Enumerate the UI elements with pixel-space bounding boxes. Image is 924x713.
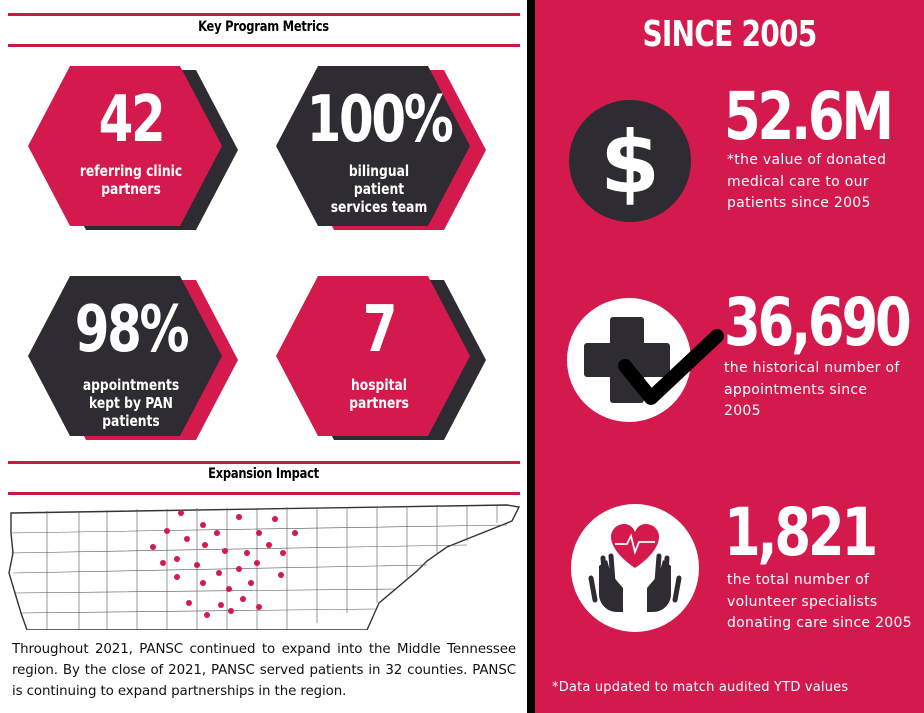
stat-value-appointments: 36,690	[724, 284, 912, 361]
metric-label: appointments kept by PAN patients	[82, 376, 180, 430]
metric-hexagon-bilingual-team: 100% bilingual patient services team	[274, 66, 504, 236]
stat-description-volunteers: the total number of volunteer specialist…	[727, 572, 912, 631]
expansion-rule-top	[8, 461, 520, 464]
key-metrics-panel: Key Program Metrics 42 referring clinic …	[8, 13, 521, 699]
title-rule-top	[8, 13, 520, 16]
stat-value-volunteers: 1,821	[724, 494, 878, 571]
stat-description-appointments: the historical number of appointments si…	[724, 360, 900, 419]
stat-value-donated-care: 52.6M	[724, 78, 894, 155]
metric-hexagon-hospital-partners: 7 hospital partners	[274, 276, 504, 446]
dollar-icon: $	[569, 100, 691, 222]
metric-hexagon-appointments-kept: 98% appointments kept by PAN patients	[26, 276, 256, 446]
metric-label: bilingual patient services team	[330, 162, 428, 216]
heart-hands-icon	[571, 504, 699, 632]
metric-label: referring clinic partners	[79, 162, 183, 198]
expansion-title: Expansion Impact	[208, 466, 319, 482]
metric-number: 100%	[306, 83, 454, 157]
medical-cross-check-icon	[567, 298, 724, 422]
metric-number: 98%	[74, 293, 190, 367]
metric-label: hospital partners	[349, 376, 409, 412]
expansion-rule-bottom	[8, 492, 520, 495]
title-rule-bottom	[8, 44, 520, 47]
stat-description-donated-care: *the value of donated medical care to ou…	[727, 152, 887, 211]
metric-number: 7	[362, 293, 398, 367]
panel-divider	[527, 0, 535, 713]
metric-number: 42	[98, 83, 166, 157]
svg-text:$: $	[600, 113, 660, 213]
metrics-title: Key Program Metrics	[198, 19, 329, 35]
metric-hexagon-referring-clinics: 42 referring clinic partners	[26, 66, 256, 236]
expansion-paragraph: Throughout 2021, PANSC continued to expa…	[12, 642, 516, 699]
tennessee-county-map	[8, 504, 521, 630]
since-title: SINCE 2005	[642, 14, 817, 55]
data-footnote: *Data updated to match audited YTD value…	[552, 680, 849, 695]
